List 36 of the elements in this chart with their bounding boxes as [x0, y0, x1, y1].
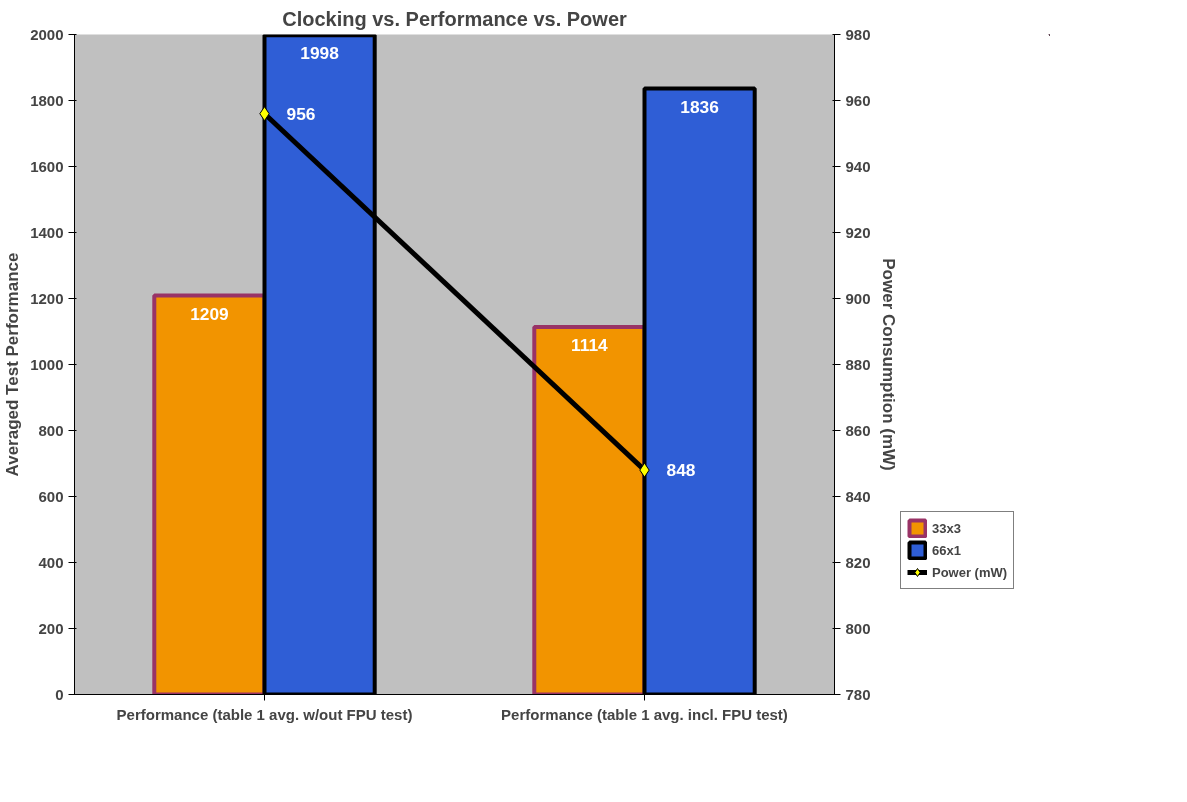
y2-tick-label: 920	[845, 223, 871, 241]
y2-tick-label: 800	[845, 619, 871, 637]
y2-tick-label: 820	[845, 553, 871, 571]
x-tick-label: Performance (table 1 avg. w/out FPU test)	[116, 705, 413, 723]
y-tick-label: 0	[55, 685, 64, 703]
y2-tick-label: 880	[845, 355, 871, 373]
data-label: 1209	[190, 303, 229, 324]
y-tick-label: 1400	[30, 223, 64, 241]
y2-tick-label: 860	[845, 421, 871, 439]
y-tick-label: 400	[38, 553, 64, 571]
y2-tick-label: 840	[845, 487, 871, 505]
y2-axis-title: Power Consumption (mW)	[878, 258, 898, 471]
chart-title: Clocking vs. Performance vs. Power	[282, 7, 628, 30]
y-axis-title: Averaged Test Performance	[3, 252, 23, 477]
data-label: 1114	[571, 334, 609, 355]
data-label: 1836	[680, 96, 720, 117]
x-tick-label: Performance (table 1 avg. incl. FPU test)	[501, 705, 788, 723]
y-tick-label: 800	[38, 421, 64, 439]
y2-tick-label: 900	[845, 289, 871, 307]
legend-label: 66x1	[932, 542, 961, 558]
legend-label: 33x3	[932, 520, 961, 536]
y2-tick-label: 960	[845, 91, 871, 109]
legend-label: Power (mW)	[932, 564, 1008, 580]
data-label: 956	[286, 103, 316, 124]
y2-tick-label: 780	[845, 685, 871, 703]
y2-tick-label: 980	[845, 25, 871, 43]
y-tick-label: 1200	[30, 289, 64, 307]
data-label: 1998	[300, 43, 340, 64]
data-label: 848	[666, 460, 696, 481]
y-tick-label: 1800	[30, 91, 64, 109]
y-tick-label: 600	[38, 487, 64, 505]
y-tick-label: 1000	[30, 355, 64, 373]
y-tick-label: 2000	[30, 25, 64, 43]
y-tick-label: 200	[38, 619, 64, 637]
y-tick-label: 1600	[30, 157, 64, 175]
y2-tick-label: 940	[845, 157, 871, 175]
